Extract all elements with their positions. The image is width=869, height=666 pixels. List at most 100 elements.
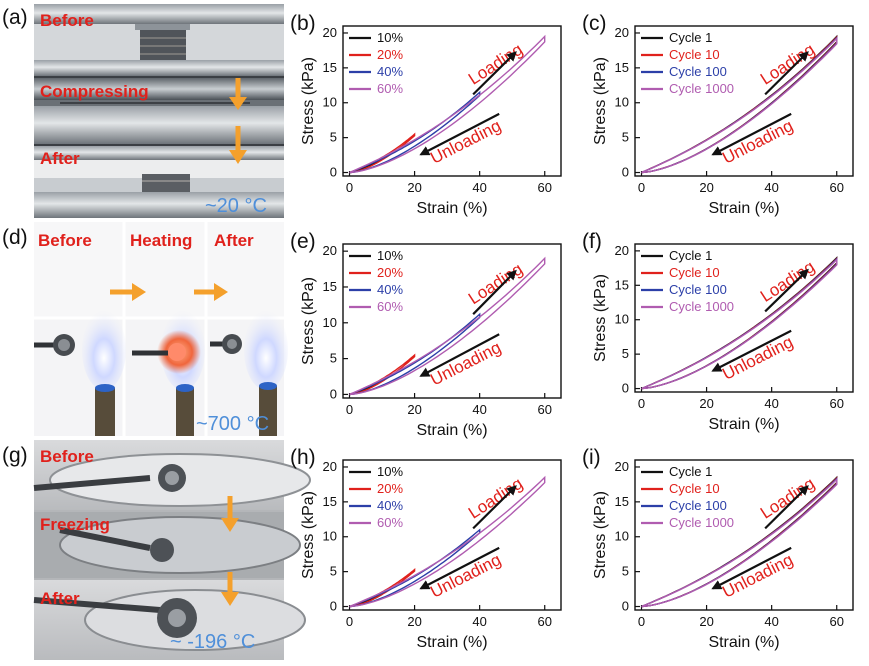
panel-letter-g: (g) [2,444,28,467]
panel-letter-i: (i) [582,446,601,469]
legend-label: Cycle 100 [669,64,727,79]
x-tick-label: 60 [537,180,551,195]
chart-c: (c) 0 20 40 60 0 5 10 15 20 Strain (%) Stress (kPa)… [582,12,854,217]
x-tick-label: 20 [699,180,713,195]
x-tick-label: 40 [472,402,486,417]
panel-letter-f: (f) [582,230,602,253]
photo-panel-d: (d) Before Heating After ~700 °C [2,222,288,436]
x-tick-label: 40 [472,614,486,629]
legend-label: 40% [377,498,403,513]
sample-disk-heating-icon [132,330,201,374]
photo-panel-a: (a) Before Compressing After ~20 °C [2,4,284,218]
photo-strip-freezing-g [34,512,301,578]
legend-label: Cycle 1 [669,464,712,479]
legend-label: Cycle 1000 [669,515,734,530]
legend-label: Cycle 10 [669,481,720,496]
photo-strip-after [34,146,284,218]
sample-disk-after-icon [210,334,242,354]
series-line-cycle-1000 [641,36,838,174]
series-line-cycle-1000 [641,477,838,608]
y-tick-label: 10 [615,95,629,110]
temperature-label-d: ~700 °C [196,413,269,435]
chart-b: (b) 0 20 40 60 0 5 10 15 20 Strain (%) Stress (kPa)… [290,12,562,217]
unloading-arrow-icon [711,112,792,156]
chart-e: (e) 0 20 40 60 0 5 10 15 20 Strain (%) Stress (kPa)… [290,230,562,439]
legend-label: 40% [377,64,403,79]
x-tick-label: 0 [638,396,645,411]
x-tick-label: 60 [829,614,843,629]
x-tick-label: 0 [346,402,353,417]
panel-letter-b: (b) [290,12,316,35]
series-line-60- [349,475,546,608]
series-line-40- [349,312,481,396]
y-axis-title: Stress (kPa) [300,57,317,145]
x-axis-title: Strain (%) [416,422,487,439]
photo-strip-before-g [33,440,311,510]
panel-letter-a: (a) [2,6,28,29]
compression-arrow-icon [229,78,247,110]
panel-letter-d: (d) [2,226,28,249]
label-freezing-g: Freezing [40,515,110,534]
y-tick-label: 20 [615,243,629,258]
label-before-a: Before [40,11,94,30]
label-after-a: After [40,149,80,168]
loading-annotation: Loading [465,474,526,523]
charts-layer: (b) 0 20 40 60 0 5 10 15 20 Strain (%) Stress (kPa)… [290,12,854,651]
y-tick-label: 15 [615,60,629,75]
y-tick-label: 10 [615,529,629,544]
y-tick-label: 0 [622,599,629,614]
unloading-arrow-icon [419,333,500,377]
unloading-annotation: Unloading [427,338,504,390]
sample-disk-before-icon [34,334,75,356]
y-tick-label: 10 [323,315,337,330]
x-axis-title: Strain (%) [416,634,487,651]
photo-strip-after-g [33,580,306,660]
y-tick-label: 15 [615,277,629,292]
series-line-40- [349,528,481,608]
panel-letter-e: (e) [290,230,316,253]
plot-frame [634,459,854,611]
plot-frame [342,25,562,177]
y-axis-title: Stress (kPa) [592,57,609,145]
legend-label: Cycle 1 [669,248,712,263]
y-tick-label: 15 [615,494,629,509]
unloading-arrow-icon [711,546,792,590]
label-after-d: After [214,231,254,250]
series-line-60- [349,34,546,174]
legend-label: Cycle 100 [669,282,727,297]
x-axis-title: Strain (%) [416,200,487,217]
legend-label: Cycle 100 [669,498,727,513]
x-tick-label: 0 [638,614,645,629]
loading-arrow-icon [472,269,517,315]
unloading-arrow-icon [711,329,792,372]
loading-annotation: Loading [757,257,818,306]
photo-panel-g: (g) Before Freezing After ~ -196 °C [2,440,311,660]
x-tick-label: 40 [764,396,778,411]
plot-frame [342,243,562,399]
legend-label: Cycle 10 [669,47,720,62]
plot-frame [342,459,562,611]
unloading-annotation: Unloading [427,550,504,602]
x-axis-title: Strain (%) [708,200,779,217]
y-axis-title: Stress (kPa) [300,491,317,579]
unloading-arrow-icon [419,112,500,156]
y-tick-label: 10 [323,529,337,544]
process-arrow-icon [110,283,146,301]
legend-label: 60% [377,515,403,530]
y-tick-label: 5 [622,130,629,145]
chart-f: (f) 0 20 40 60 0 5 10 15 20 Strain (%) Stress (kPa)… [582,230,854,433]
y-axis-title: Stress (kPa) [592,491,609,579]
legend-label: 60% [377,81,403,96]
x-tick-label: 60 [537,402,551,417]
loading-arrow-icon [472,485,517,530]
y-tick-label: 0 [622,381,629,396]
process-arrow-icon [194,283,228,301]
x-tick-label: 20 [407,614,421,629]
photo-strip-before [34,4,284,76]
plot-frame [634,25,854,177]
y-tick-label: 20 [615,459,629,474]
x-axis-title: Strain (%) [708,416,779,433]
legend-label: 10% [377,464,403,479]
x-tick-label: 20 [699,614,713,629]
release-arrow-icon [229,126,247,164]
